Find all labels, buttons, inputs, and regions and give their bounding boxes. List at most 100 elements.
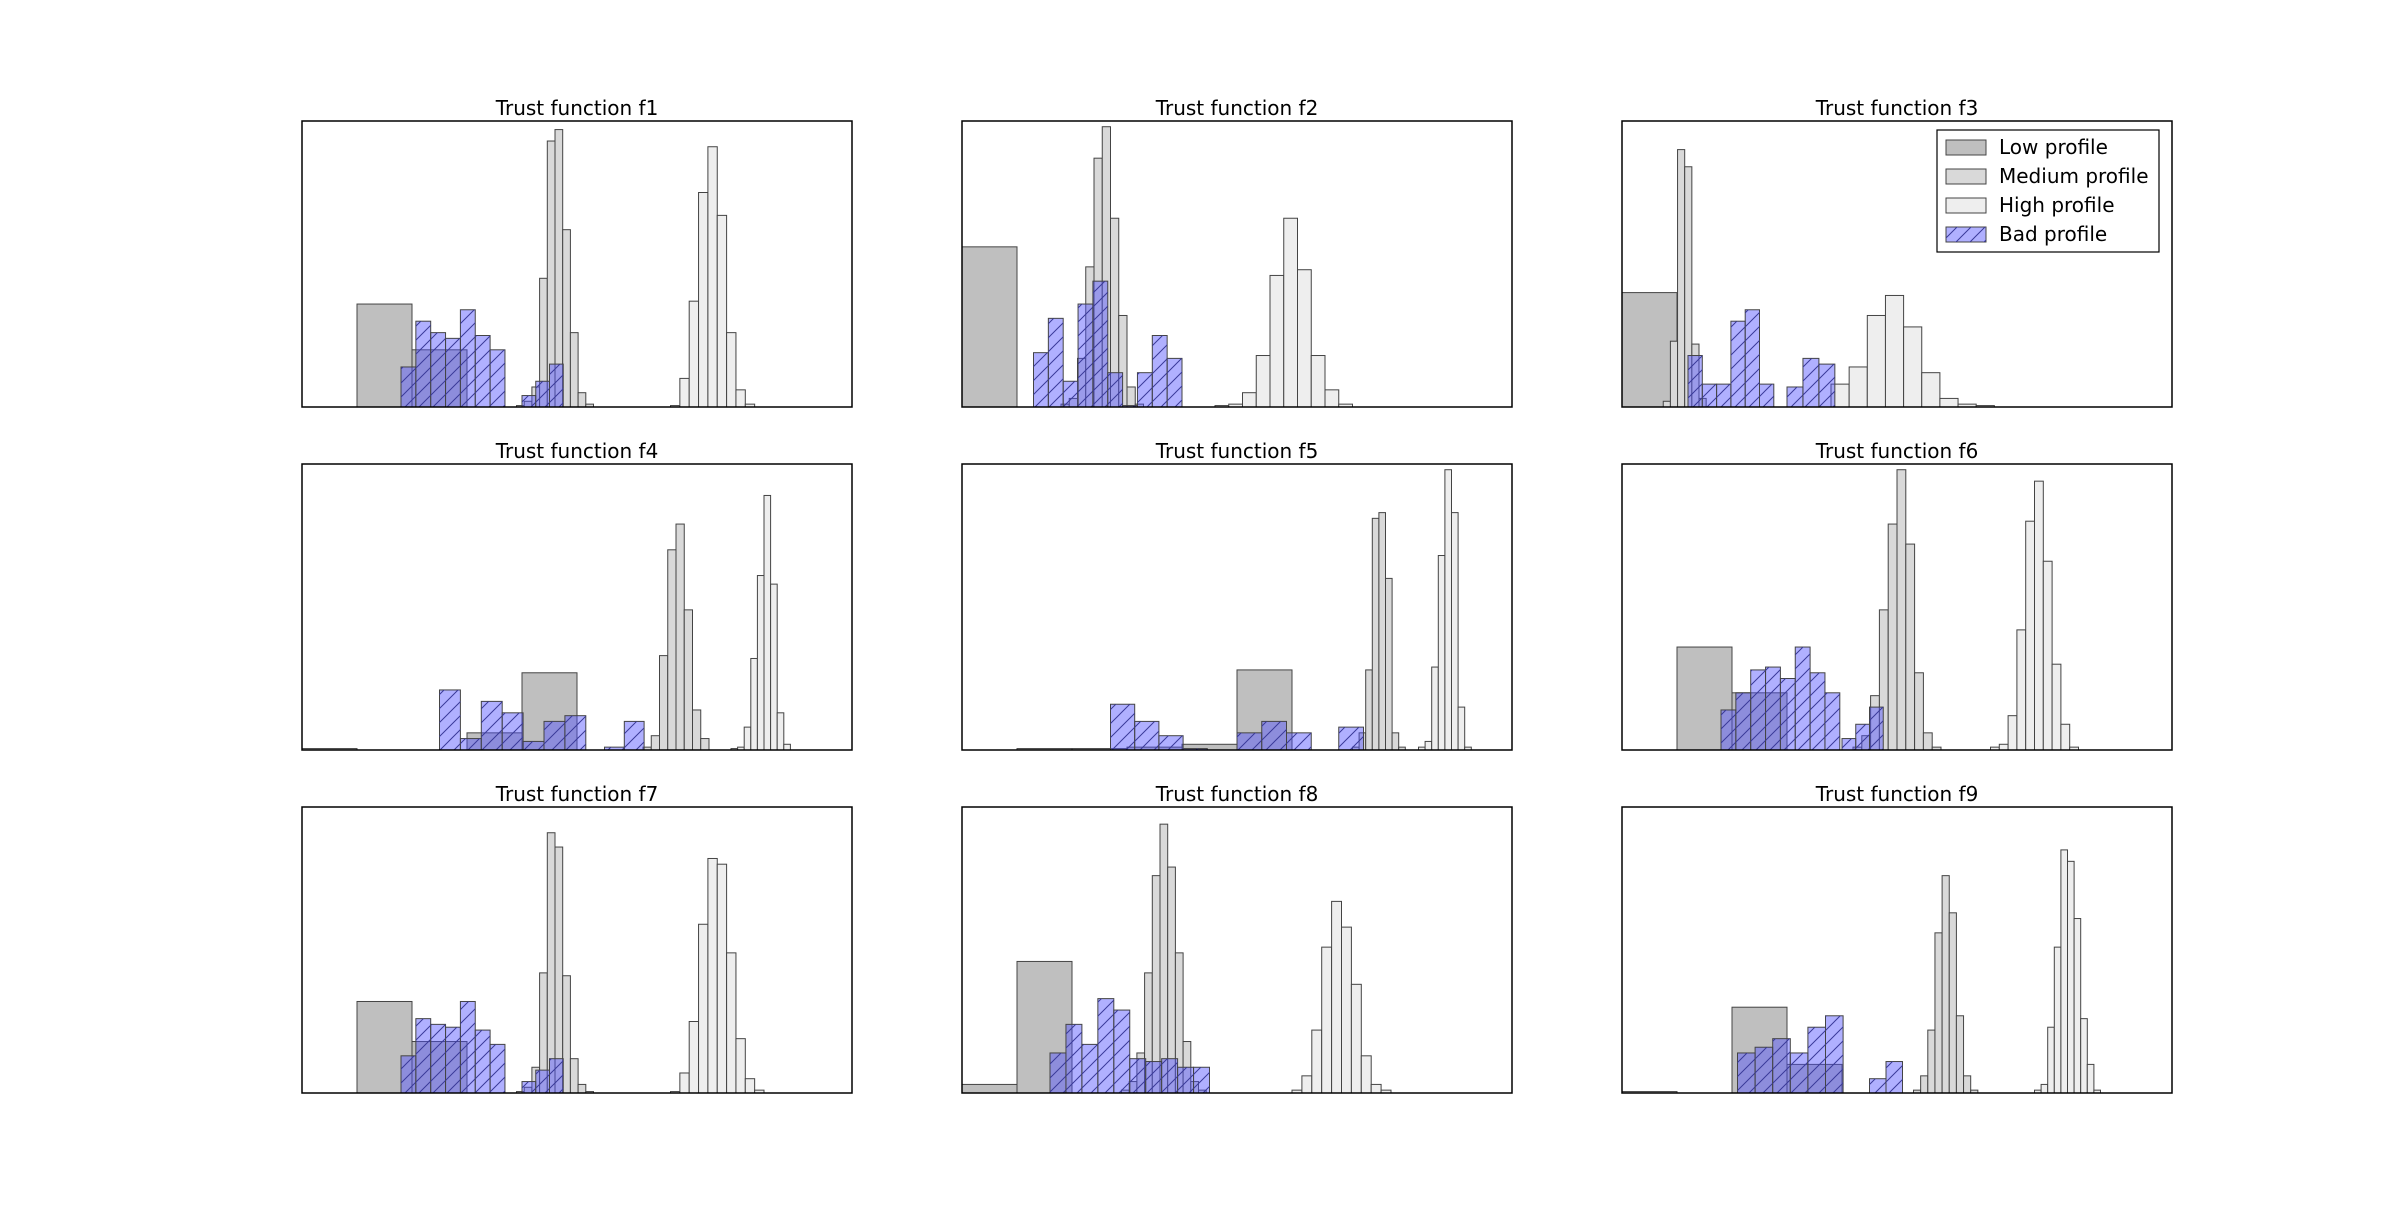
axes-frame: [1621, 463, 2173, 751]
bar: [750, 657, 758, 751]
bar-hatch: [1145, 1061, 1162, 1093]
bar: [1283, 217, 1298, 408]
bar: [1998, 743, 2009, 751]
series-bad-profile: [1033, 280, 1183, 408]
bar-hatch: [1824, 692, 1840, 750]
bar-hatch: [445, 1027, 461, 1093]
bar-hatch: [1152, 335, 1168, 407]
series-low-profile: [961, 246, 1018, 408]
series-low-profile: [1621, 292, 1678, 408]
bar-hatch: [439, 689, 461, 750]
bar: [2025, 520, 2035, 751]
bar: [1385, 577, 1393, 751]
bar: [569, 1058, 579, 1094]
bar-hatch: [1081, 1044, 1098, 1093]
bar-hatch: [490, 349, 505, 407]
bar-hatch: [430, 1024, 446, 1093]
bar: [2040, 1083, 2049, 1094]
bar-hatch: [1886, 1061, 1903, 1093]
bar-hatch: [401, 366, 416, 407]
bar: [1451, 512, 1459, 751]
bar-hatch: [522, 395, 536, 407]
series-bad-profile: [1737, 1015, 1903, 1094]
bar-hatch: [1735, 692, 1751, 750]
panel-f6: Trust function f6: [1621, 439, 2173, 751]
bar: [2086, 1063, 2095, 1094]
axes-frame: [301, 806, 853, 1094]
series-bad-profile: [439, 689, 645, 751]
bar: [1391, 732, 1400, 751]
bar: [679, 377, 690, 408]
bar-hatch: [401, 1055, 416, 1093]
bar-hatch: [1048, 318, 1064, 407]
bar: [692, 709, 702, 751]
series-bad-profile: [1687, 309, 1836, 408]
bar-hatch: [544, 721, 565, 750]
bar: [577, 392, 587, 408]
legend-label: Medium profile: [1999, 164, 2149, 188]
bar: [650, 735, 660, 751]
series-medium-profile: [1852, 469, 1942, 751]
bar: [1866, 314, 1886, 408]
bar-hatch: [1869, 707, 1884, 750]
bar-hatch: [460, 1001, 476, 1093]
panel-f4: Trust function f4: [301, 439, 853, 751]
bar-hatch: [1772, 1038, 1791, 1093]
bar-hatch: [549, 1058, 564, 1093]
panel-title: Trust function f8: [1155, 782, 1319, 806]
bar-hatch: [475, 335, 491, 407]
bar-hatch: [1107, 372, 1123, 407]
bar: [1444, 469, 1453, 751]
bar-hatch: [523, 741, 544, 750]
bar: [2073, 918, 2082, 1094]
bar: [1350, 983, 1362, 1094]
bar: [1963, 1075, 1972, 1094]
bar: [783, 743, 791, 751]
legend-swatch: [1945, 139, 1987, 156]
bar: [1159, 823, 1169, 1094]
panel-f8: Trust function f8: [961, 782, 1513, 1094]
series-medium-profile: [1352, 512, 1406, 751]
bar-hatch: [1807, 1027, 1826, 1093]
bar: [683, 609, 693, 751]
series-bad-profile: [400, 1000, 564, 1094]
legend-label: Bad profile: [1999, 222, 2107, 246]
panel-f5: Trust function f5: [961, 439, 1513, 751]
bar-hatch: [1810, 672, 1825, 750]
bar-hatch: [460, 309, 476, 407]
bar: [1297, 269, 1312, 408]
bar: [1151, 875, 1161, 1094]
bar: [698, 923, 709, 1094]
panel-title: Trust function f1: [495, 96, 659, 120]
bar-hatch: [1745, 309, 1760, 407]
bar-hatch: [1842, 738, 1856, 750]
bar-hatch: [460, 738, 482, 750]
bar: [770, 583, 778, 751]
panel-title: Trust function f5: [1155, 439, 1319, 463]
bar: [1922, 732, 1933, 751]
series-medium-profile: [642, 523, 710, 751]
bar: [1887, 523, 1898, 751]
series-bad-profile: [1049, 998, 1211, 1094]
bar-hatch: [1855, 724, 1870, 750]
bar-hatch: [1113, 1010, 1130, 1093]
series-high-profile: [1214, 217, 1353, 408]
bar-hatch: [1750, 669, 1766, 750]
bar-hatch: [1161, 1058, 1178, 1093]
axes-frame: [961, 120, 1513, 408]
bar: [1848, 366, 1868, 408]
bar: [726, 952, 737, 1094]
bar: [2016, 629, 2027, 751]
bar: [1371, 517, 1380, 751]
panel-title: Trust function f2: [1155, 96, 1319, 120]
bar: [700, 738, 710, 751]
bar: [707, 857, 718, 1094]
bar: [1662, 400, 1671, 408]
bar-hatch: [1338, 727, 1364, 750]
bar: [2067, 860, 2075, 1094]
bar: [1324, 389, 1340, 408]
bar-hatch: [535, 381, 550, 407]
bar: [2053, 946, 2062, 1094]
bar: [1424, 740, 1433, 751]
legend-swatch: [1945, 197, 1987, 214]
